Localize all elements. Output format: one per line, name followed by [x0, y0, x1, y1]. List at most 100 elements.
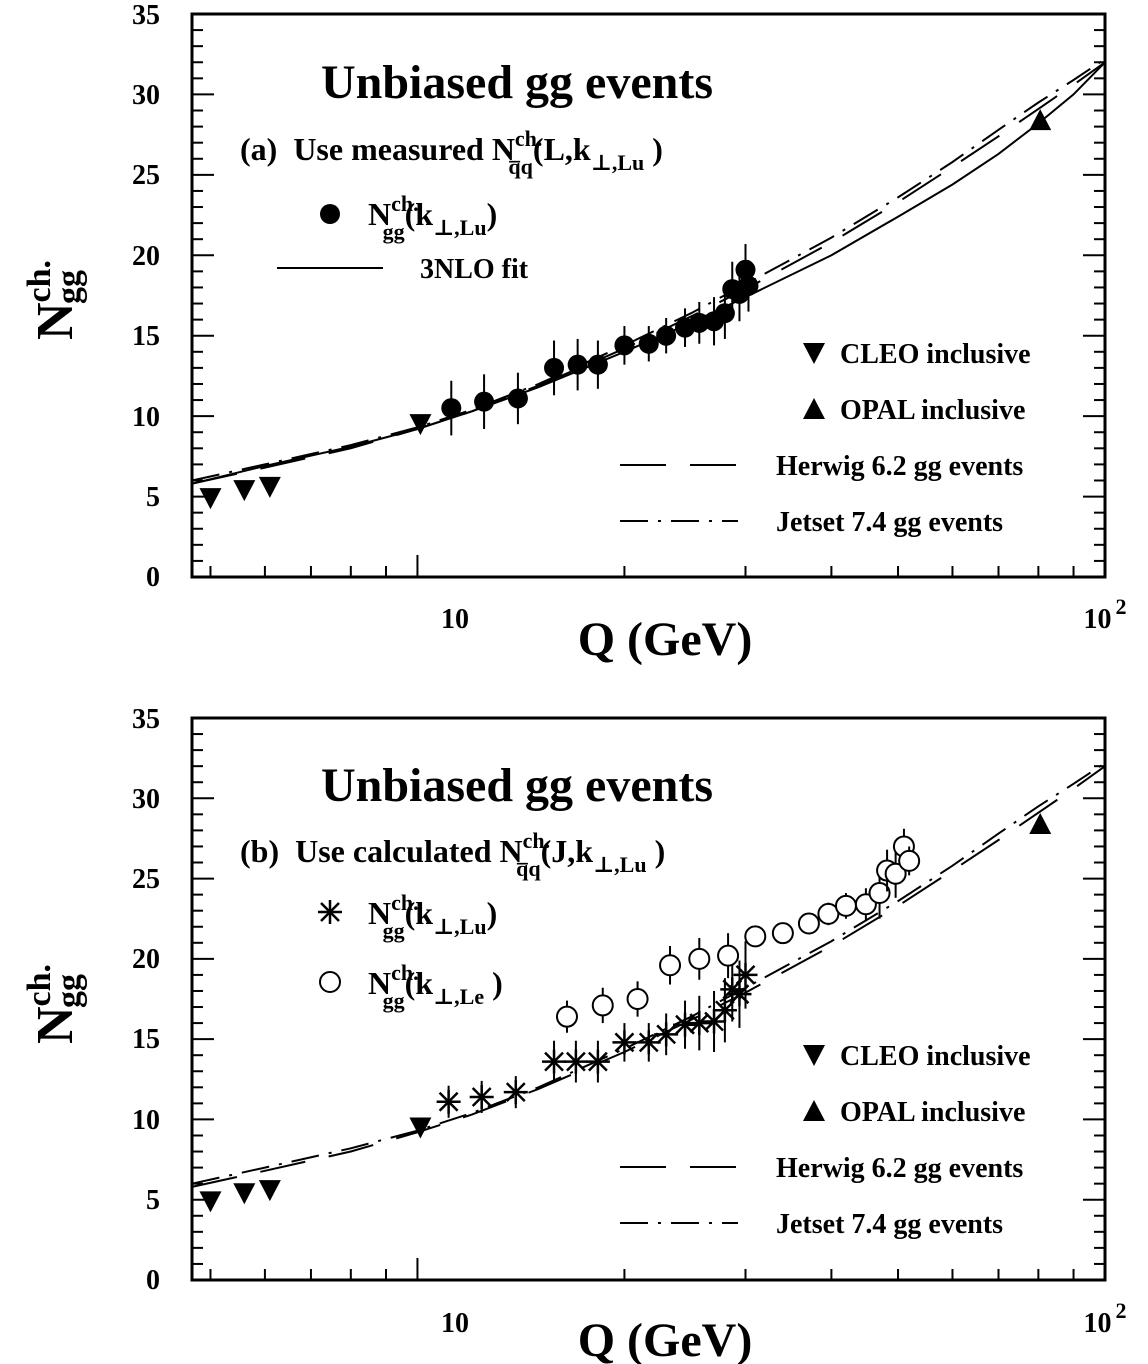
legend-sub: gg	[383, 918, 405, 943]
data-point	[409, 414, 432, 436]
data-point	[436, 1089, 461, 1114]
panel-label: (b)	[240, 833, 279, 869]
legend-label: Nch. gg(k⊥,Lu)	[368, 191, 497, 244]
subtitle-close: )	[647, 833, 666, 869]
panel-subtitle: (a) Use measured Nch. q̅q(L,k⊥,Lu )	[240, 126, 663, 179]
legend-sub2: ⊥,Lu	[433, 914, 487, 939]
legend-sup: ch.	[391, 191, 419, 216]
legend-entry: Nch. gg(k⊥,Le )	[319, 960, 503, 1013]
data-point	[733, 962, 758, 987]
x-axis-label: Q (GeV)	[578, 613, 753, 666]
data-point	[233, 480, 256, 502]
y-axis-label: Nch.gg	[21, 260, 88, 340]
y-tick-label: 5	[146, 1185, 160, 1216]
y-tick-label: 25	[132, 864, 160, 895]
data-point	[714, 303, 735, 324]
triangle-up-marker-icon	[803, 1100, 825, 1121]
y-tick-labels: 0 5 10 15 20 25 30 35	[132, 704, 160, 1296]
triangle-down-marker-icon	[803, 1045, 825, 1066]
legend-sub: gg	[383, 988, 405, 1013]
asterisk-stroke	[715, 1000, 735, 1021]
data-point	[258, 476, 281, 498]
triangle-down-marker-icon	[803, 343, 825, 364]
x-tick-label: 10	[441, 604, 469, 635]
legend-entry: Herwig 6.2 gg events	[620, 1153, 1023, 1184]
subtitle-sub: q̅q	[516, 856, 541, 881]
legend-close: )	[484, 965, 503, 1001]
legend-sup: ch.	[391, 960, 419, 985]
subtitle-sub2: ⊥,Lu	[591, 150, 645, 175]
data-point	[542, 1049, 567, 1074]
subtitle-post: (J,k	[541, 833, 594, 869]
y-tick-label: 30	[132, 80, 160, 111]
data-point	[1029, 109, 1052, 131]
data-point	[738, 275, 759, 296]
subtitle-sup: ch.	[515, 126, 543, 151]
legend-sub2: ⊥,Le	[433, 984, 484, 1009]
data-point	[587, 354, 608, 375]
data-point	[199, 488, 222, 510]
y-axis-label-base: N	[27, 302, 84, 340]
legend-label: Jetset 7.4 gg events	[776, 1209, 1003, 1240]
legend-label: OPAL inclusive	[840, 395, 1025, 426]
legend-entry: OPAL inclusive	[803, 395, 1025, 426]
y-axis-label-sub: gg	[51, 270, 88, 304]
asterisk-stroke	[505, 1082, 526, 1103]
asterisk-stroke	[471, 1087, 492, 1107]
panel-a: 0 5 10 15 20 25 30 35 10 10 2 Q (GeV) Nch…	[21, 0, 1127, 666]
triangle-up-marker-icon	[803, 398, 825, 419]
asterisk-stroke	[675, 1014, 695, 1035]
subtitle-text: Use measured N	[293, 131, 515, 167]
panel-title: Unbiased gg events	[321, 56, 713, 109]
data-point	[563, 1049, 588, 1074]
legend-post: (k	[405, 196, 434, 232]
legend-close: )	[487, 895, 498, 931]
legend-label: Herwig 6.2 gg events	[776, 451, 1023, 482]
y-axis-label: Nch.gg	[21, 964, 88, 1044]
legend-label: Nch. gg(k⊥,Le )	[368, 960, 503, 1013]
y-tick-label: 30	[132, 784, 160, 815]
filled-circle-marker-icon	[320, 204, 340, 224]
subtitle-text: Use calculated N	[295, 833, 523, 869]
y-tick-label: 15	[132, 1024, 160, 1055]
legend-base: N	[368, 965, 391, 1001]
data-point	[898, 849, 921, 872]
asterisk-stroke	[689, 1013, 710, 1033]
data-point	[868, 882, 891, 905]
y-axis-label-base: N	[27, 1006, 84, 1044]
x-tick-label: 10	[441, 1308, 469, 1339]
data-point	[797, 912, 820, 935]
legend-entry: Nch. gg(k⊥,Lu)	[318, 890, 497, 943]
data-points	[199, 109, 1052, 510]
data-point	[817, 902, 840, 925]
y-tick-label: 5	[146, 482, 160, 513]
data-point	[441, 398, 462, 419]
panel-b: 0 5 10 15 20 25 30 35 10 10 2 Q (GeV) Nch…	[21, 704, 1127, 1364]
y-tick-label: 20	[132, 944, 160, 975]
x-tick-labels: 10 10 2	[441, 1298, 1127, 1339]
axis-ticks	[192, 717, 1106, 1281]
legend-post: (k	[405, 895, 434, 931]
asterisk-stroke	[588, 1051, 608, 1072]
data-point	[884, 862, 907, 885]
x-tick-label: 10 2	[1084, 1298, 1127, 1339]
legend-sub2: ⊥,Lu	[433, 215, 487, 240]
data-point	[612, 1030, 637, 1055]
data-point	[771, 922, 794, 945]
y-axis-label-sub: gg	[51, 974, 88, 1008]
data-point	[585, 1049, 610, 1074]
asterisk-stroke	[566, 1051, 586, 1072]
legend-sub: gg	[383, 219, 405, 244]
legend-label: 3NLO fit	[420, 254, 529, 285]
asterisk-stroke	[614, 1032, 635, 1053]
legend-label: Jetset 7.4 gg events	[776, 507, 1003, 538]
subtitle-post: (L,k	[533, 131, 591, 167]
y-tick-label: 20	[132, 241, 160, 272]
panel-subtitle: (b) Use calculated Nch. q̅q(J,k⊥,Lu )	[240, 828, 665, 881]
data-point	[712, 998, 737, 1023]
data-point	[702, 1009, 727, 1034]
data-point	[507, 388, 528, 409]
x-tick-base: 10	[1084, 604, 1112, 635]
data-point	[503, 1080, 528, 1105]
